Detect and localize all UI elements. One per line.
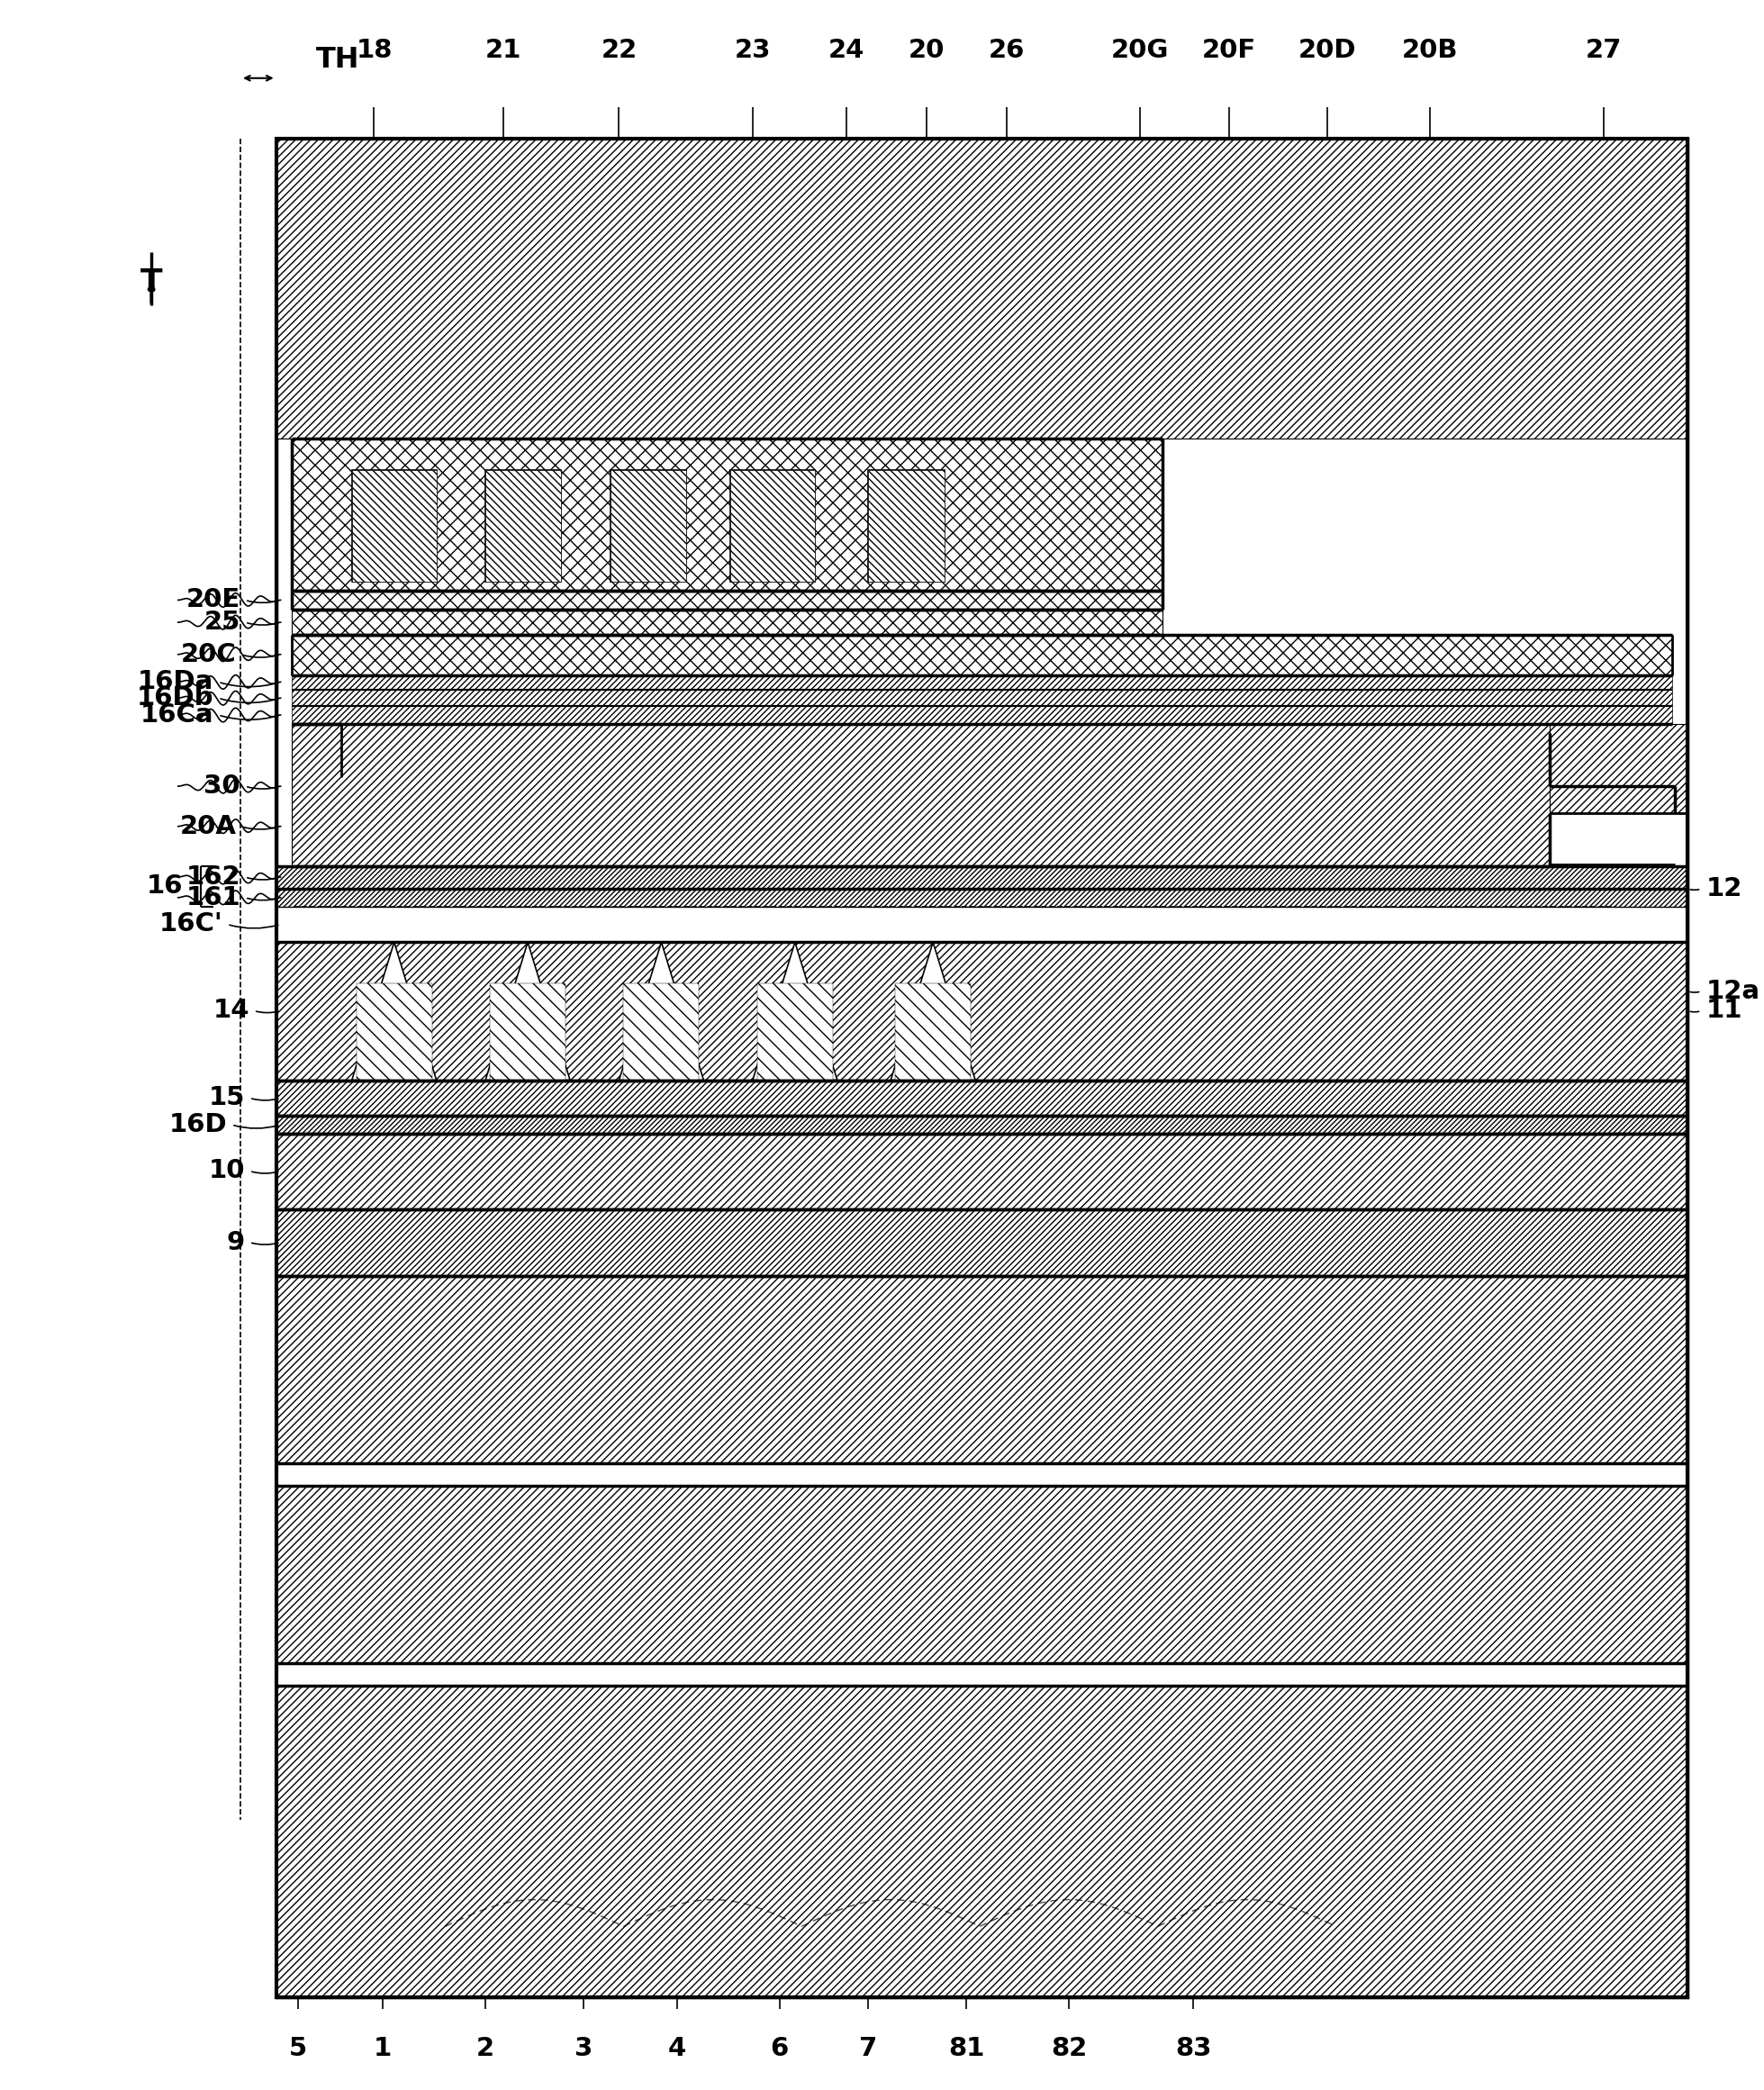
- Bar: [894, 984, 970, 1081]
- Bar: [277, 1133, 1688, 1210]
- Text: 82: 82: [1051, 2036, 1087, 2061]
- Bar: [293, 706, 1672, 723]
- Bar: [277, 1210, 1688, 1277]
- Bar: [277, 1664, 1688, 1687]
- Bar: [277, 1486, 1688, 1664]
- Text: 26: 26: [988, 38, 1025, 63]
- Text: 20C: 20C: [180, 642, 236, 667]
- Bar: [277, 138, 1688, 1998]
- Bar: [730, 470, 815, 581]
- Text: 7: 7: [859, 2036, 878, 2061]
- Text: 21: 21: [485, 38, 522, 63]
- Text: 83: 83: [1175, 2036, 1212, 2061]
- Text: 20E: 20E: [187, 587, 240, 612]
- Bar: [868, 470, 944, 581]
- Text: 10: 10: [208, 1158, 245, 1183]
- Bar: [351, 470, 436, 581]
- Bar: [293, 439, 1162, 589]
- Bar: [277, 1116, 1688, 1133]
- Text: 4: 4: [669, 2036, 686, 2061]
- Text: 161: 161: [185, 884, 240, 909]
- Bar: [277, 138, 1688, 439]
- Text: 6: 6: [771, 2036, 789, 2061]
- Text: 20B: 20B: [1401, 38, 1457, 63]
- Bar: [277, 888, 1688, 907]
- Text: 20D: 20D: [1298, 38, 1357, 63]
- Bar: [730, 470, 815, 581]
- Polygon shape: [619, 943, 704, 1081]
- Bar: [293, 723, 1551, 867]
- Bar: [490, 984, 566, 1081]
- Text: 16Ca: 16Ca: [141, 702, 213, 727]
- Text: 162: 162: [185, 865, 240, 890]
- Bar: [293, 635, 1672, 675]
- Bar: [351, 470, 436, 581]
- Text: 16D: 16D: [169, 1112, 228, 1137]
- Bar: [356, 984, 432, 1081]
- Bar: [485, 470, 561, 581]
- Text: 5: 5: [289, 2036, 307, 2061]
- Polygon shape: [351, 943, 436, 1081]
- Bar: [277, 1687, 1688, 1998]
- Text: 16Da: 16Da: [138, 669, 213, 694]
- Bar: [277, 943, 1688, 1081]
- Text: 12a: 12a: [1706, 978, 1760, 1003]
- Bar: [485, 470, 561, 581]
- Text: 2: 2: [476, 2036, 494, 2061]
- Text: 24: 24: [827, 38, 864, 63]
- Text: 16: 16: [146, 874, 183, 899]
- Text: 20A: 20A: [180, 813, 236, 838]
- Bar: [277, 138, 1688, 1998]
- Text: 9: 9: [228, 1229, 245, 1254]
- Text: 14: 14: [213, 999, 249, 1024]
- Text: 1: 1: [374, 2036, 392, 2061]
- Text: 27: 27: [1586, 38, 1621, 63]
- Text: 20F: 20F: [1201, 38, 1256, 63]
- Polygon shape: [891, 943, 975, 1081]
- Bar: [757, 984, 833, 1081]
- Bar: [277, 907, 1688, 943]
- Text: 22: 22: [602, 38, 637, 63]
- Bar: [610, 470, 686, 581]
- Bar: [277, 867, 1688, 888]
- Text: 16C': 16C': [159, 911, 222, 936]
- Bar: [293, 690, 1672, 706]
- Bar: [277, 1081, 1688, 1116]
- Text: 20G: 20G: [1111, 38, 1170, 63]
- Bar: [868, 470, 944, 581]
- Bar: [623, 984, 699, 1081]
- Bar: [610, 470, 686, 581]
- Text: 12: 12: [1706, 876, 1743, 901]
- Text: 15: 15: [208, 1085, 245, 1110]
- Polygon shape: [753, 943, 838, 1081]
- Text: T: T: [141, 268, 162, 299]
- Text: 16Db: 16Db: [138, 686, 213, 711]
- Text: 3: 3: [575, 2036, 593, 2061]
- Bar: [1551, 723, 1688, 813]
- Bar: [293, 675, 1672, 690]
- Text: 20: 20: [908, 38, 944, 63]
- Text: TH: TH: [316, 46, 360, 75]
- Bar: [277, 1463, 1688, 1486]
- Text: 25: 25: [205, 610, 240, 635]
- Text: 30: 30: [205, 773, 240, 798]
- Bar: [293, 610, 1162, 635]
- Bar: [293, 589, 1162, 610]
- Text: 81: 81: [949, 2036, 984, 2061]
- Text: 23: 23: [734, 38, 771, 63]
- Bar: [277, 1277, 1688, 1463]
- Text: 18: 18: [356, 38, 392, 63]
- Polygon shape: [485, 943, 570, 1081]
- Text: 11: 11: [1706, 999, 1743, 1024]
